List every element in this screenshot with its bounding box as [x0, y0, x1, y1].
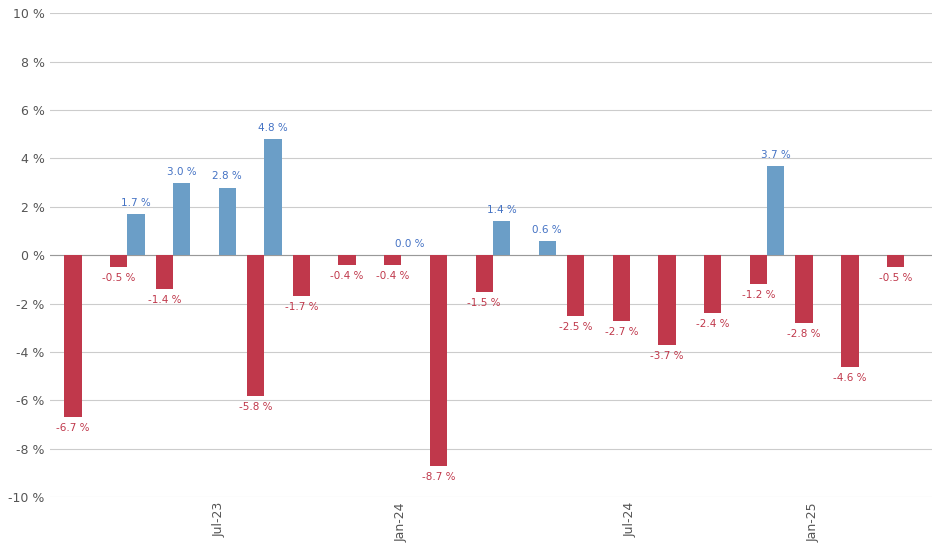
Bar — [613, 255, 630, 321]
Bar — [338, 255, 355, 265]
Bar — [156, 255, 173, 289]
Text: -1.5 %: -1.5 % — [467, 298, 501, 307]
Text: 0.0 %: 0.0 % — [396, 239, 425, 249]
Bar — [841, 255, 858, 366]
Text: -0.5 %: -0.5 % — [102, 273, 135, 283]
Bar — [795, 255, 813, 323]
Bar — [886, 255, 904, 267]
Bar — [476, 255, 493, 292]
Text: -3.7 %: -3.7 % — [650, 351, 683, 361]
Text: -4.6 %: -4.6 % — [833, 372, 867, 383]
Bar — [750, 255, 767, 284]
Bar — [658, 255, 676, 345]
Text: -2.5 %: -2.5 % — [559, 322, 592, 332]
Text: -8.7 %: -8.7 % — [422, 472, 455, 482]
Text: -0.5 %: -0.5 % — [879, 273, 912, 283]
Bar — [567, 255, 585, 316]
Text: 0.6 %: 0.6 % — [532, 225, 562, 235]
Text: 3.7 %: 3.7 % — [761, 150, 791, 160]
Bar — [127, 214, 145, 255]
Bar — [219, 188, 236, 255]
Bar — [64, 255, 82, 417]
Text: 1.4 %: 1.4 % — [487, 205, 516, 216]
Text: -1.2 %: -1.2 % — [742, 290, 776, 300]
Text: -0.4 %: -0.4 % — [376, 271, 410, 281]
Bar — [430, 255, 447, 466]
Text: 4.8 %: 4.8 % — [258, 123, 288, 133]
Bar — [767, 166, 785, 255]
Text: -1.7 %: -1.7 % — [285, 302, 318, 312]
Bar — [110, 255, 127, 267]
Bar — [704, 255, 721, 314]
Text: 3.0 %: 3.0 % — [166, 167, 196, 177]
Bar — [292, 255, 310, 296]
Text: -2.7 %: -2.7 % — [604, 327, 638, 337]
Bar — [384, 255, 401, 265]
Bar — [539, 241, 556, 255]
Bar — [173, 183, 190, 255]
Bar — [493, 222, 510, 255]
Text: -5.8 %: -5.8 % — [239, 402, 273, 411]
Text: -2.8 %: -2.8 % — [788, 329, 821, 339]
Text: 2.8 %: 2.8 % — [212, 172, 243, 182]
Text: -1.4 %: -1.4 % — [148, 295, 181, 305]
Text: 1.7 %: 1.7 % — [121, 198, 150, 208]
Bar — [264, 139, 282, 255]
Text: -2.4 %: -2.4 % — [696, 320, 729, 329]
Text: -6.7 %: -6.7 % — [56, 424, 89, 433]
Text: -0.4 %: -0.4 % — [331, 271, 364, 281]
Bar — [247, 255, 264, 395]
